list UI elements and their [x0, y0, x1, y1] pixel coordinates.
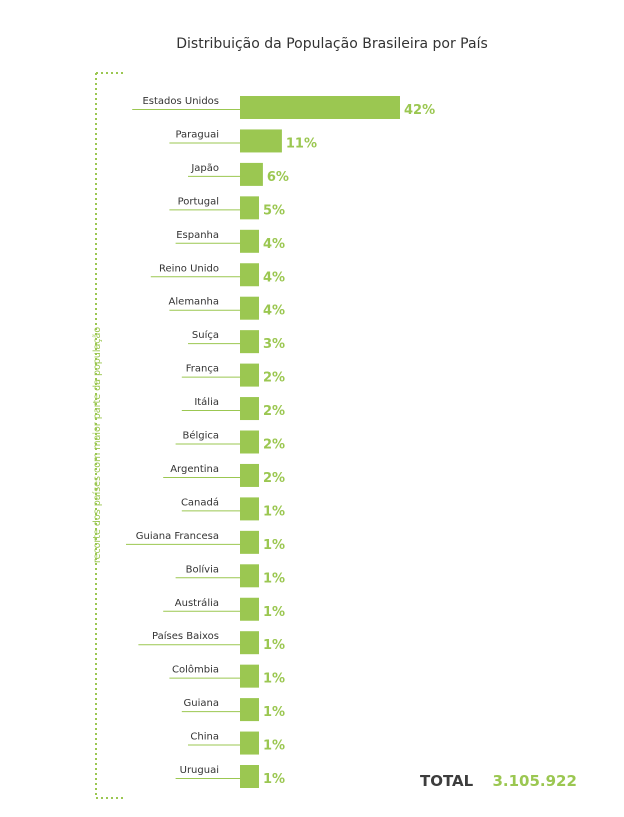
value-label-argentina: 2%	[263, 471, 285, 486]
category-label-canada: Canadá	[181, 496, 219, 508]
bar-guiana	[240, 698, 259, 722]
value-label-portugal: 5%	[263, 203, 285, 218]
category-label-franca: França	[186, 364, 219, 375]
category-label-colombia: Colômbia	[172, 664, 219, 676]
bar-franca	[240, 363, 259, 387]
category-label-bolivia: Bolívia	[186, 563, 219, 575]
bar-australia	[240, 597, 259, 621]
category-label-guiana-francesa: Guiana Francesa	[136, 531, 219, 542]
bar-paises-baixos	[240, 631, 259, 655]
bar-bolivia	[240, 564, 259, 588]
category-label-reino-unido: Reino Unido	[159, 263, 219, 274]
value-label-canada: 1%	[263, 504, 285, 519]
bar-colombia	[240, 664, 259, 688]
value-label-belgica: 2%	[263, 438, 285, 453]
bar-estados-unidos	[240, 96, 400, 119]
bar-portugal	[240, 196, 259, 220]
value-label-guiana: 1%	[263, 705, 285, 720]
category-label-japao: Japão	[190, 163, 219, 174]
bar-guiana-francesa	[240, 530, 259, 554]
side-bracket	[95, 72, 124, 799]
value-label-uruguai: 1%	[263, 772, 285, 787]
value-label-espanha: 4%	[263, 237, 285, 252]
category-label-belgica: Bélgica	[182, 430, 219, 442]
bar-reino-unido	[240, 263, 259, 287]
value-label-guiana-francesa: 1%	[263, 538, 285, 553]
bar-china	[240, 731, 259, 755]
value-label-paraguai: 11%	[286, 136, 317, 151]
total-value: 3.105.922	[492, 772, 577, 790]
category-label-australia: Austrália	[175, 597, 219, 609]
value-label-paises-baixos: 1%	[263, 638, 285, 653]
category-label-paraguai: Paraguai	[175, 129, 219, 140]
value-label-china: 1%	[263, 739, 285, 754]
value-label-estados-unidos: 42%	[404, 103, 435, 118]
category-label-portugal: Portugal	[178, 196, 219, 207]
category-label-italia: Itália	[194, 396, 219, 408]
bar-paraguai	[240, 129, 282, 153]
bar-argentina	[240, 463, 259, 487]
bar-japao	[240, 162, 263, 186]
category-label-alemanha: Alemanha	[169, 297, 219, 308]
value-label-australia: 1%	[263, 605, 285, 620]
value-label-japao: 6%	[267, 170, 289, 185]
bar-canada	[240, 497, 259, 521]
value-label-franca: 2%	[263, 371, 285, 386]
bars-group: Estados Unidos 42% Paraguai 11% Japão 6% Portu…	[126, 96, 435, 788]
total-summary: TOTAL 3.105.922	[420, 772, 577, 790]
chart-title: Distribuição da População Brasileira por…	[176, 36, 488, 52]
bar-italia	[240, 397, 259, 421]
value-label-alemanha: 4%	[263, 304, 285, 319]
category-label-paises-baixos: Países Baixos	[152, 630, 219, 642]
category-label-uruguai: Uruguai	[180, 765, 219, 776]
category-label-estados-unidos: Estados Unidos	[142, 96, 219, 107]
bar-alemanha	[240, 296, 259, 320]
value-label-bolivia: 1%	[263, 571, 285, 586]
bar-espanha	[240, 229, 259, 253]
value-label-colombia: 1%	[263, 672, 285, 687]
value-label-suica: 3%	[263, 337, 285, 352]
category-label-suica: Suíça	[192, 329, 219, 341]
category-label-argentina: Argentina	[170, 464, 219, 475]
value-label-italia: 2%	[263, 404, 285, 419]
category-label-guiana: Guiana	[184, 698, 219, 709]
category-label-espanha: Espanha	[176, 230, 219, 241]
bar-belgica	[240, 430, 259, 454]
value-label-reino-unido: 4%	[263, 270, 285, 285]
total-label: TOTAL	[420, 772, 474, 790]
side-label: recorte dos países com maior parte da po…	[92, 327, 103, 564]
bar-suica	[240, 330, 259, 354]
bar-uruguai	[240, 765, 259, 788]
category-label-china: China	[190, 732, 219, 743]
